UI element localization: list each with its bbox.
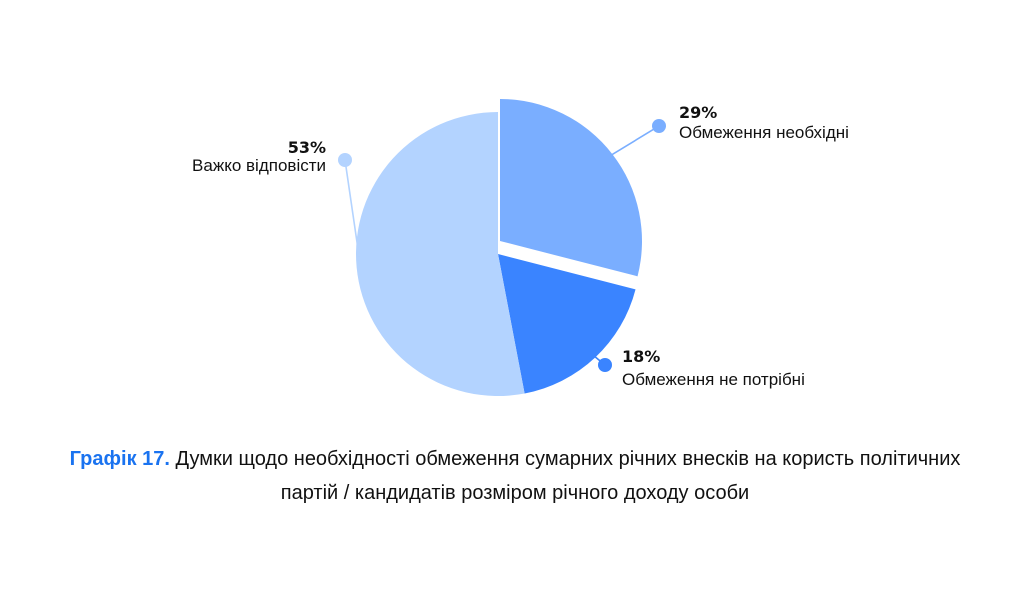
data-label: 29% <box>679 103 717 122</box>
category-label: Важко відповісти <box>192 156 326 175</box>
caption-text: Думки щодо необхідності обмеження сумарн… <box>175 448 961 504</box>
chart-caption: Графік 17. Думки щодо необхідності обмеж… <box>40 442 990 510</box>
category-label: Обмеження не потрібні <box>622 370 805 389</box>
legend-dot <box>338 153 352 167</box>
category-label: Обмеження необхідні <box>679 123 849 142</box>
data-label: 53% <box>288 138 326 157</box>
leader-line <box>344 159 362 268</box>
data-label: 18% <box>622 347 660 366</box>
pie-slice <box>356 112 525 396</box>
pie-slice <box>500 99 642 277</box>
caption-lead: Графік 17. <box>69 448 170 470</box>
legend-dot <box>652 119 666 133</box>
leader-line <box>608 125 660 158</box>
legend-dot <box>598 358 612 372</box>
pie-slice <box>498 254 636 394</box>
